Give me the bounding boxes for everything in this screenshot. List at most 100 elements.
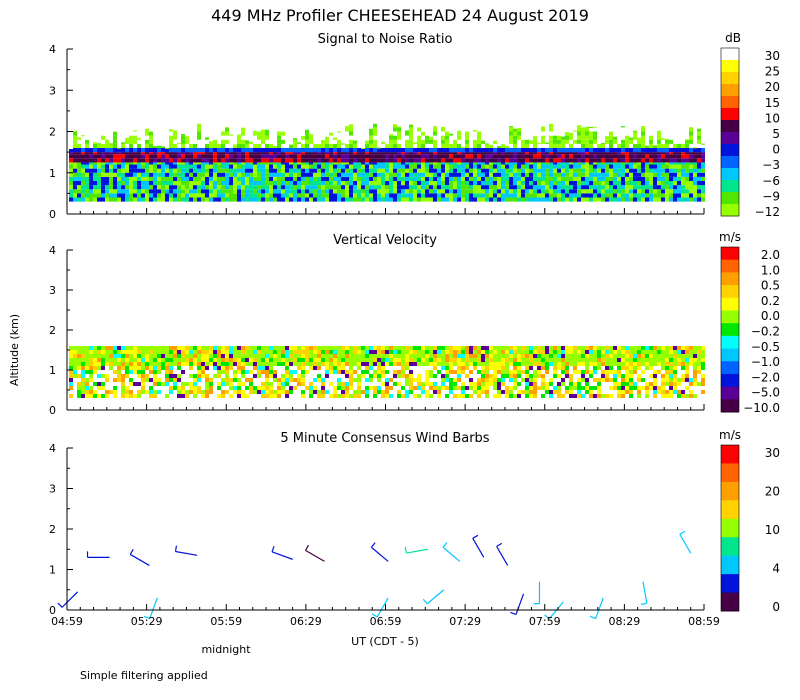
snr-cell bbox=[509, 143, 513, 148]
snr-cell bbox=[489, 185, 493, 190]
velocity-cell bbox=[177, 386, 181, 390]
snr-cell bbox=[553, 172, 557, 177]
velocity-cell bbox=[425, 370, 429, 374]
snr-cell bbox=[361, 152, 365, 155]
snr-cell bbox=[425, 185, 429, 190]
snr-cell bbox=[97, 162, 101, 165]
snr-cell bbox=[601, 143, 605, 148]
velocity-cell bbox=[577, 350, 581, 354]
velocity-cell bbox=[229, 358, 233, 362]
snr-cell bbox=[273, 162, 277, 165]
snr-cell bbox=[265, 172, 269, 177]
velocity-cell bbox=[597, 374, 601, 378]
snr-cell bbox=[653, 189, 657, 194]
velocity-cell bbox=[681, 378, 685, 382]
snr-cell bbox=[253, 164, 257, 169]
snr-cell bbox=[281, 168, 285, 173]
snr-cell bbox=[569, 154, 573, 159]
snr-cell bbox=[597, 164, 601, 169]
velocity-cell bbox=[301, 378, 305, 382]
velocity-cell bbox=[405, 394, 409, 398]
velocity-cell bbox=[117, 346, 121, 350]
snr-cell bbox=[569, 197, 573, 202]
snr-cell bbox=[121, 154, 125, 159]
snr-cell bbox=[85, 143, 89, 148]
velocity-cell bbox=[617, 374, 621, 378]
snr-cell bbox=[581, 172, 585, 177]
velocity-cell bbox=[661, 358, 665, 362]
snr-cell bbox=[525, 137, 529, 140]
snr-cell bbox=[369, 185, 373, 190]
snr-cell bbox=[489, 158, 493, 163]
snr-cell bbox=[621, 176, 625, 181]
snr-cell bbox=[473, 189, 477, 194]
snr-cell bbox=[657, 181, 661, 186]
velocity-cell bbox=[405, 390, 409, 394]
snr-cell bbox=[593, 185, 597, 190]
snr-cell bbox=[221, 139, 225, 144]
snr-cell bbox=[657, 130, 661, 132]
snr-cell bbox=[373, 123, 377, 128]
velocity-cell bbox=[577, 374, 581, 378]
velocity-cell bbox=[185, 354, 189, 358]
snr-cell bbox=[489, 189, 493, 194]
snr-cell bbox=[489, 193, 493, 198]
snr-cell bbox=[237, 154, 241, 159]
snr-cell bbox=[425, 176, 429, 181]
snr-cell bbox=[421, 143, 425, 148]
velocity-cell bbox=[89, 374, 93, 378]
velocity-cell bbox=[345, 386, 349, 390]
snr-cell bbox=[113, 162, 117, 165]
snr-cell bbox=[433, 185, 437, 190]
snr-cell bbox=[93, 158, 97, 163]
snr-cell bbox=[629, 197, 633, 202]
velocity-cell bbox=[573, 354, 577, 358]
velocity-cell bbox=[681, 370, 685, 374]
snr-cell bbox=[561, 162, 565, 165]
snr-cell bbox=[193, 152, 197, 155]
snr-cell bbox=[521, 135, 525, 140]
velocity-cell bbox=[261, 362, 265, 366]
snr-cell bbox=[469, 197, 473, 202]
velocity-cell bbox=[461, 362, 465, 366]
snr-cell bbox=[637, 137, 641, 140]
velocity-cell bbox=[641, 346, 645, 350]
velocity-cell bbox=[473, 390, 477, 394]
snr-cell bbox=[585, 162, 589, 165]
snr-cell bbox=[661, 172, 665, 177]
snr-cell bbox=[589, 152, 593, 155]
velocity-cell bbox=[145, 370, 149, 374]
velocity-cell bbox=[365, 382, 369, 386]
velocity-cell bbox=[241, 386, 245, 390]
snr-cell bbox=[353, 197, 357, 202]
snr-cell bbox=[593, 172, 597, 177]
snr-cell bbox=[465, 154, 469, 159]
snr-cell bbox=[337, 154, 341, 159]
velocity-cell bbox=[333, 362, 337, 366]
velocity-cell bbox=[337, 358, 341, 362]
snr-cell bbox=[369, 172, 373, 177]
colorbar-frame bbox=[720, 47, 740, 217]
snr-cell bbox=[473, 154, 477, 159]
velocity-cell bbox=[329, 366, 333, 370]
velocity-cell bbox=[613, 386, 617, 390]
snr-cell bbox=[561, 148, 565, 153]
velocity-cell bbox=[225, 366, 229, 370]
snr-cell bbox=[397, 139, 401, 144]
snr-cell bbox=[477, 176, 481, 181]
velocity-cell bbox=[685, 354, 689, 358]
velocity-cell bbox=[397, 386, 401, 390]
snr-cell bbox=[229, 158, 233, 163]
snr-cell bbox=[241, 189, 245, 194]
velocity-cell bbox=[549, 378, 553, 382]
velocity-cell bbox=[629, 390, 633, 394]
snr-cell bbox=[257, 135, 261, 140]
velocity-cell bbox=[413, 386, 417, 390]
velocity-cell bbox=[261, 378, 265, 382]
velocity-cell bbox=[609, 390, 613, 394]
snr-cell bbox=[273, 158, 277, 163]
velocity-cell bbox=[277, 366, 281, 370]
velocity-cell bbox=[345, 390, 349, 394]
snr-cell bbox=[529, 172, 533, 177]
snr-cell bbox=[457, 158, 461, 163]
